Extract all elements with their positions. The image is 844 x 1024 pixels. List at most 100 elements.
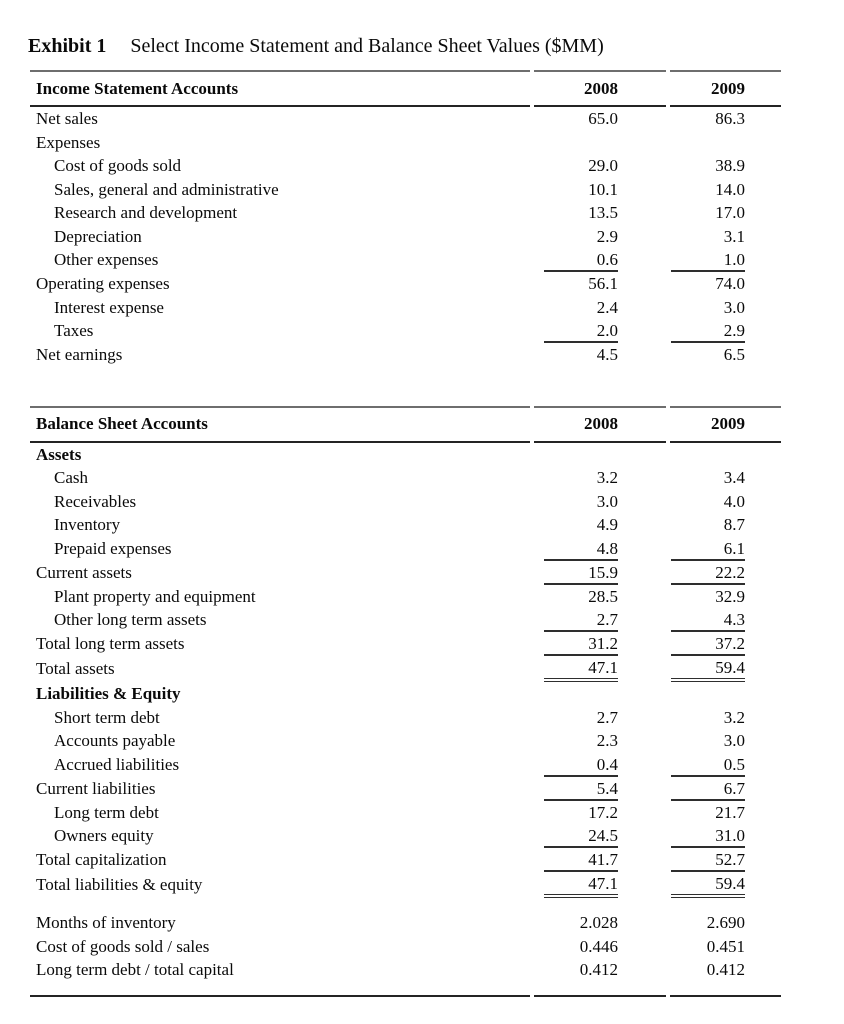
table-row: Prepaid expenses 4.8 6.1 <box>30 537 781 561</box>
bottom-rule <box>30 982 781 997</box>
value-text: 47.1 <box>544 874 618 898</box>
account-label: Operating expenses <box>36 274 170 293</box>
value-2008: 28.5 <box>534 585 666 609</box>
table-row: Interest expense 2.4 3.0 <box>30 296 781 320</box>
account-label: Long term debt <box>54 802 159 822</box>
value-text: 59.4 <box>671 658 745 682</box>
account-label: Cash <box>54 468 88 487</box>
value-2008: 2.7 <box>534 706 666 730</box>
value-text: 1.0 <box>671 250 745 272</box>
ratios-section <box>30 898 781 911</box>
value-2009: 3.0 <box>670 296 781 320</box>
value-text: 38.9 <box>715 156 745 175</box>
value-2009: 3.2 <box>670 706 781 730</box>
table-row: Expenses <box>30 131 781 155</box>
value-2009: 0.5 <box>670 753 781 777</box>
value-2008: 3.0 <box>534 490 666 514</box>
value-2008: 4.5 <box>534 343 666 367</box>
value-2009: 74.0 <box>670 272 781 296</box>
value-text: 41.7 <box>544 850 618 872</box>
table-row: Owners equity 24.5 31.0 <box>30 824 781 848</box>
value-text: 17.2 <box>588 802 618 822</box>
balance-sheet-body: Assets Cash 3.2 3.4 Receivables 3.0 4.0 Invento… <box>30 443 781 898</box>
account-label: Research and development <box>54 203 238 222</box>
value-2009: 32.9 <box>670 585 781 609</box>
value-text: 3.4 <box>723 468 745 487</box>
table-row: Net earnings 4.5 6.5 <box>30 343 781 367</box>
value-2009: 22.2 <box>670 561 781 585</box>
value-2008: 17.2 <box>534 801 666 825</box>
account-label: Expenses <box>36 132 101 152</box>
exhibit-title: Exhibit 1 Select Income Statement and Bal… <box>28 34 844 58</box>
exhibit-page: Exhibit 1 Select Income Statement and Bal… <box>28 34 844 997</box>
value-text: 52.7 <box>671 850 745 872</box>
account-label: Interest expense <box>54 297 164 317</box>
table-row: Other expenses 0.6 1.0 <box>30 248 781 272</box>
value-text: 31.2 <box>544 634 618 656</box>
account-label: Owners equity <box>54 826 154 846</box>
value-text: 3.2 <box>596 468 618 487</box>
value-2008: 10.1 <box>534 178 666 202</box>
value-text: 2.7 <box>596 707 618 727</box>
value-text: 5.4 <box>544 779 618 801</box>
table-row: Operating expenses 56.1 74.0 <box>30 272 781 296</box>
value-2008: 65.0 <box>534 107 666 131</box>
value-2008: 0.6 <box>534 248 666 272</box>
value-text: 0.412 <box>706 960 745 979</box>
value-2008: 4.8 <box>534 537 666 561</box>
value-2008: 3.2 <box>534 466 666 490</box>
account-label: Long term debt / total capital <box>36 960 234 979</box>
exhibit-number: Exhibit 1 <box>28 35 107 57</box>
value-text: 0.5 <box>671 755 745 777</box>
value-2008: 47.1 <box>534 872 666 898</box>
table-row: Net sales 65.0 86.3 <box>30 107 781 131</box>
exhibit-subtitle: Select Income Statement and Balance Shee… <box>130 35 604 57</box>
account-label: Other long term assets <box>54 610 207 630</box>
value-text: 8.7 <box>723 515 745 534</box>
income-statement-header: Income Statement Accounts <box>30 70 530 107</box>
table-row: Current assets 15.9 22.2 <box>30 561 781 585</box>
value-2008: 0.446 <box>534 935 666 959</box>
value-2009: 3.4 <box>670 466 781 490</box>
value-text: 31.0 <box>671 826 745 848</box>
value-2008 <box>534 443 666 467</box>
value-text: 14.0 <box>715 179 745 199</box>
value-2008: 4.9 <box>534 513 666 537</box>
value-2009 <box>670 131 781 155</box>
year-2008-header: 2008 <box>534 405 666 443</box>
account-label: Net sales <box>36 109 98 128</box>
value-text: 28.5 <box>588 586 618 606</box>
value-2008: 41.7 <box>534 848 666 872</box>
value-text: 13.5 <box>588 203 618 222</box>
value-2009: 86.3 <box>670 107 781 131</box>
table-row: Sales, general and administrative 10.1 14.… <box>30 178 781 202</box>
value-text: 29.0 <box>588 156 618 175</box>
value-text: 2.4 <box>596 297 618 317</box>
income-statement-body: Net sales 65.0 86.3 Expenses Cost of goods s… <box>30 107 781 367</box>
value-text: 3.0 <box>596 491 618 511</box>
value-text: 0.451 <box>706 936 745 956</box>
table-row: Accounts payable 2.3 3.0 <box>30 729 781 753</box>
value-text: 21.7 <box>715 802 745 822</box>
table-row: Liabilities & Equity <box>30 682 781 706</box>
value-2008: 5.4 <box>534 777 666 801</box>
balance-sheet-header-row: Balance Sheet Accounts 2008 2009 <box>30 405 781 443</box>
table-row: Long term debt 17.2 21.7 <box>30 801 781 825</box>
value-2008: 2.028 <box>534 911 666 935</box>
value-2008: 31.2 <box>534 632 666 656</box>
account-label: Current assets <box>36 562 132 582</box>
account-label: Prepaid expenses <box>54 538 172 558</box>
value-text: 0.446 <box>579 936 618 956</box>
value-text: 74.0 <box>715 274 745 293</box>
account-label: Plant property and equipment <box>54 586 256 606</box>
value-2008: 56.1 <box>534 272 666 296</box>
year-2008-header: 2008 <box>534 70 666 107</box>
value-text: 2.3 <box>596 731 618 750</box>
account-label: Cost of goods sold <box>54 156 182 175</box>
table-row: Accrued liabilities 0.4 0.5 <box>30 753 781 777</box>
value-text: 0.6 <box>544 250 618 272</box>
account-label: Other expenses <box>54 250 159 270</box>
value-2009: 0.451 <box>670 935 781 959</box>
account-label: Total long term assets <box>36 634 185 654</box>
